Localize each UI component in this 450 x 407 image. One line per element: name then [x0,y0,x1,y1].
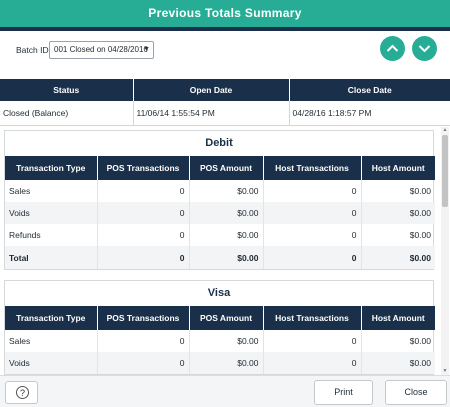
help-button[interactable]: ? [5,381,38,404]
cell: 0 [97,246,190,269]
col-host-transactions: Host Transactions [263,306,362,330]
status-header: Status [0,79,134,101]
cell: 0 [263,224,362,246]
cell: 0 [97,180,190,202]
cell: 0 [97,202,190,224]
batch-id-value: 001 Closed on 04/28/2016 [54,45,148,54]
col-pos-transactions: POS Transactions [97,306,190,330]
batch-summary-table: Status Open Date Close Date Closed (Bala… [0,79,450,126]
col-transaction-type: Transaction Type [5,306,98,330]
cell: 0 [263,202,362,224]
cell: $0.00 [409,186,431,196]
section-title: Debit [205,137,233,149]
close-date-value: 04/28/16 1:18:57 PM [289,101,450,126]
cell: Voids [5,352,98,374]
visa-section: Visa Transaction Type POS Transactions P… [4,280,435,375]
col-pos-transactions: POS Transactions [97,156,190,180]
cell: 0 [97,352,190,374]
cell: 0 [263,246,362,269]
col-host-amount: Host Amount [361,156,435,180]
col-pos-amount: POS Amount [189,306,264,330]
table-row: Voids 0 $0.00 0 $0.00 [5,352,435,374]
cell: Voids [5,202,98,224]
total-row: Total 0 $0.00 0 $0.00 [5,246,435,269]
cell: 0 [263,352,362,374]
cell: Sales [5,180,98,202]
table-row: Sales 0 $0.00 0 $0.00 [5,330,435,352]
close-date-header: Close Date [289,79,450,101]
cell: $0.00 [409,336,431,346]
footer-bar: ? Print Close [0,375,450,407]
cell: $0.00 [189,352,264,374]
col-transaction-type: Transaction Type [5,156,98,180]
cell: $0.00 [189,202,264,224]
next-batch-button[interactable] [412,36,437,61]
close-button[interactable]: Close [385,380,447,405]
table-row: Refunds 0 $0.00 0 $0.00 [5,224,435,246]
cell: 0 [263,180,362,202]
cell: Sales [5,330,98,352]
cell: Refunds [5,224,98,246]
scroll-up-icon[interactable]: ▲ [442,127,448,133]
cell: $0.00 [189,246,264,269]
caret-down-icon: ▼ [143,46,150,53]
window-title: Previous Totals Summary [0,0,450,27]
cell: 0 [97,224,190,246]
cell: $0.00 [189,330,264,352]
totals-scroll-area[interactable]: Debit Transaction Type POS Transactions … [0,127,450,375]
debit-section: Debit Transaction Type POS Transactions … [4,130,435,270]
vertical-scrollbar[interactable]: ▲ ▼ [441,127,449,375]
scroll-thumb[interactable] [442,135,448,207]
cell: Total [5,246,98,269]
chevron-down-icon [418,45,431,53]
cell: $0.00 [189,224,264,246]
cell: $0.00 [361,352,435,374]
col-host-transactions: Host Transactions [263,156,362,180]
col-host-amount: Host Amount [361,306,435,330]
table-row: Voids 0 $0.00 0 $0.00 [5,202,435,224]
status-value: Closed (Balance) [0,101,134,126]
cell: $0.00 [189,180,264,202]
col-pos-amount: POS Amount [189,156,264,180]
cell: $0.00 [361,246,435,269]
title-divider [0,27,450,31]
print-button[interactable]: Print [314,380,373,405]
cell: 0 [97,330,190,352]
table-row: Sales 0 $0.00 0 $0.00 [5,180,435,202]
batch-controls: Batch ID 001 Closed on 04/28/2016 ▼ [0,31,450,79]
cell: 0 [263,330,362,352]
scroll-down-icon[interactable]: ▼ [442,368,448,374]
open-date-value: 11/06/14 1:55:54 PM [133,101,290,126]
chevron-up-icon [386,44,399,52]
cell: $0.00 [361,202,435,224]
batch-id-select[interactable]: 001 Closed on 04/28/2016 ▼ [49,41,154,59]
batch-id-label: Batch ID [16,45,49,55]
cell: $0.00 [409,230,431,240]
help-icon: ? [16,386,29,399]
open-date-header: Open Date [133,79,290,101]
previous-batch-button[interactable] [380,36,405,61]
section-title: Visa [207,287,231,299]
